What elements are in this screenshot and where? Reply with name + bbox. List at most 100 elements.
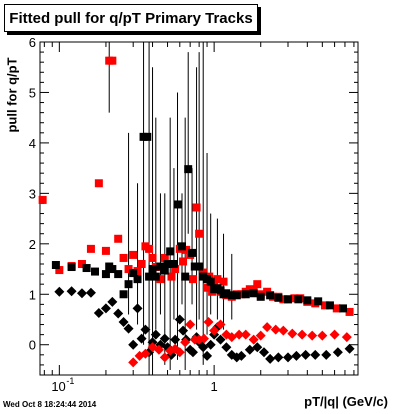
data-point-diamond: [140, 348, 151, 359]
y-tick-label: 2: [29, 237, 36, 252]
data-point-diamond: [307, 330, 318, 341]
data-point-square: [345, 307, 354, 316]
data-point-square: [199, 268, 208, 277]
data-point-diamond: [291, 350, 302, 361]
data-point-square: [101, 270, 110, 279]
data-point-square: [181, 272, 190, 281]
y-tick-label: 3: [29, 186, 36, 201]
data-point-square: [51, 261, 60, 270]
chart-title-text: Fitted pull for q/pT Primary Tracks: [9, 9, 253, 27]
data-point-square: [124, 280, 133, 289]
data-point-diamond: [236, 350, 247, 361]
data-point-square: [163, 260, 172, 268]
data-point-diamond: [341, 332, 352, 343]
data-point-square: [124, 265, 133, 274]
x-tick-label-exponent: -1: [66, 376, 74, 386]
data-point-diamond: [54, 286, 65, 297]
x-tick-label: 1: [211, 379, 218, 394]
data-point-square: [129, 250, 138, 259]
data-point-diamond: [273, 352, 284, 363]
data-point-square: [114, 234, 123, 243]
data-point-diamond: [159, 333, 170, 344]
data-point-diamond: [259, 347, 270, 358]
data-point-diamond: [297, 329, 308, 340]
data-point-diamond: [128, 357, 139, 368]
y-tick-label: 4: [29, 136, 36, 151]
data-point-square: [148, 265, 157, 274]
data-point-square: [195, 229, 204, 238]
data-point-square: [169, 260, 178, 268]
data-point-square: [249, 289, 258, 298]
data-point-diamond: [255, 330, 266, 341]
timestamp: Wed Oct 8 18:24:44 2014: [3, 400, 96, 409]
data-point-square: [156, 275, 165, 284]
data-point-square: [256, 292, 265, 301]
data-point-square: [325, 301, 334, 310]
data-point-diamond: [317, 330, 328, 341]
data-point-square: [148, 253, 157, 262]
data-point-square: [184, 165, 193, 174]
data-point-square: [190, 262, 199, 271]
data-point-diamond: [132, 303, 143, 314]
data-point-square: [167, 272, 176, 281]
y-tick-label: 1: [29, 287, 36, 302]
y-tick-label: 0: [29, 338, 36, 353]
data-point-square: [314, 297, 323, 306]
data-point-diamond: [265, 353, 276, 364]
data-point-diamond: [203, 317, 214, 328]
data-point-diamond: [278, 325, 289, 336]
data-point-square: [91, 267, 100, 276]
data-point-square: [195, 262, 204, 271]
data-point-square: [219, 277, 228, 286]
data-point-diamond: [185, 319, 196, 330]
data-point-square: [119, 290, 128, 299]
data-point-diamond: [205, 339, 216, 350]
data-point-diamond: [140, 324, 151, 335]
data-point-diamond: [234, 329, 245, 340]
x-axis-label-text: pT/|q| (GeV/c): [304, 394, 388, 409]
data-point-diamond: [180, 337, 191, 348]
data-point-square: [108, 56, 117, 65]
data-point-diamond: [174, 314, 185, 325]
data-point-square: [156, 262, 165, 271]
data-point-square: [145, 272, 154, 281]
data-point-square: [274, 293, 283, 302]
data-point-square: [108, 265, 117, 274]
data-point-diamond: [215, 334, 226, 345]
data-point-square: [266, 291, 275, 300]
data-point-square: [114, 270, 123, 279]
data-point-square: [237, 290, 246, 299]
data-point-square: [94, 179, 103, 188]
data-point-diamond: [209, 325, 220, 336]
data-point-diamond: [107, 296, 118, 307]
data-point-square: [188, 275, 197, 284]
data-point-square: [38, 195, 47, 204]
data-point-square: [279, 295, 288, 304]
data-point-diamond: [174, 347, 185, 358]
data-point-square: [67, 263, 76, 272]
data-point-square: [253, 280, 262, 289]
data-point-square: [145, 244, 154, 253]
chart-title: Fitted pull for q/pT Primary Tracks: [4, 4, 258, 32]
data-point-square: [82, 264, 91, 273]
x-tick-label: 10: [51, 379, 65, 394]
data-point-square: [216, 286, 225, 295]
data-point-diamond: [85, 287, 96, 298]
data-point-square: [171, 265, 180, 274]
data-point-diamond: [66, 286, 77, 297]
data-point-square: [182, 245, 191, 254]
data-point-square: [320, 301, 329, 310]
data-point-square: [294, 295, 303, 304]
data-point-diamond: [300, 349, 311, 360]
data-point-diamond: [187, 347, 198, 358]
data-point-diamond: [215, 319, 226, 330]
data-point-square: [143, 132, 152, 141]
data-point-square: [160, 266, 169, 275]
data-point-square: [119, 253, 128, 262]
data-point-square: [179, 257, 188, 266]
data-point-square: [133, 275, 142, 284]
data-point-square: [77, 260, 86, 268]
data-point-diamond: [147, 337, 158, 348]
data-point-square: [192, 203, 201, 212]
